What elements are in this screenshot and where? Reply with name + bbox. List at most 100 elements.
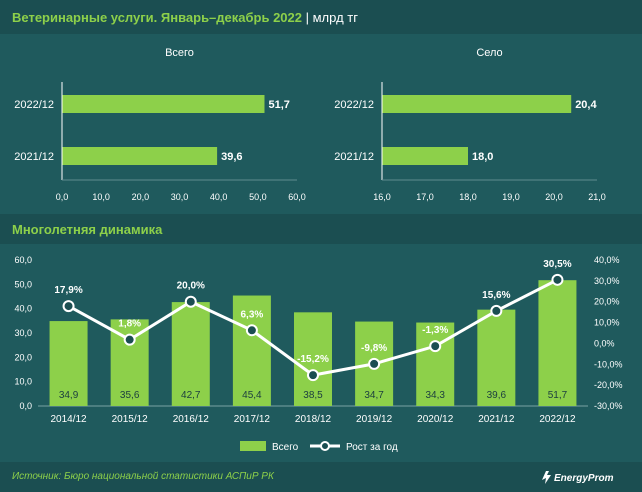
chart-title: Всего: [165, 47, 194, 59]
category-label: 2021/12: [14, 151, 54, 163]
x-tick-label: 2018/12: [295, 414, 332, 425]
bar: [49, 321, 88, 406]
source-text: Источник: Бюро национальной статистики А…: [12, 471, 274, 482]
page-title: Ветеринарные услуги. Январь–декабрь 2022…: [12, 10, 358, 25]
legend-label: Рост за год: [346, 442, 398, 453]
tick-label: 18,0: [459, 192, 477, 202]
title-separator: |: [302, 10, 313, 25]
tick-label: 0,0: [56, 192, 69, 202]
growth-point: [307, 369, 319, 382]
dynamics-chart: 0,0 10,0 20,0 30,0 40,0 50,0 60,0 -30,0% -20,0% -…: [14, 255, 623, 453]
bar-value-label: 35,6: [120, 390, 140, 401]
tick-label: 10,0: [92, 192, 110, 202]
growth-value-label: -15,2%: [297, 354, 329, 365]
growth-point: [429, 340, 442, 353]
bar-value-label: 42,7: [181, 390, 201, 401]
y-tick-label: 10,0: [14, 377, 32, 387]
y2-tick-label: 30,0%: [594, 276, 620, 286]
growth-value-label: 20,0%: [177, 281, 205, 292]
x-tick-label: 2020/12: [417, 414, 454, 425]
bar: [416, 322, 455, 406]
x-tick-label: 2016/12: [173, 414, 210, 425]
title-text: Ветеринарные услуги. Январь–декабрь 2022: [12, 10, 302, 25]
x-tick-label: 2019/12: [356, 414, 393, 425]
tick-label: 60,0: [288, 192, 306, 202]
legend-swatch-marker: [320, 441, 330, 451]
growth-value-label: 6,3%: [240, 309, 263, 320]
growth-point: [184, 295, 197, 308]
legend-swatch-bars: [240, 441, 266, 451]
tick-label: 50,0: [249, 192, 267, 202]
footer: Источник: Бюро национальной статистики А…: [0, 462, 642, 492]
value-label: 51,7: [268, 99, 289, 111]
growth-point: [62, 300, 75, 313]
y2-tick-label: 0,0%: [594, 338, 615, 348]
total-bar-chart: Всего 2022/12 51,7 2021/12 39,6 0,0 10,0 20,0 30…: [14, 47, 306, 202]
growth-value-label: 1,8%: [118, 319, 141, 330]
growth-value-label: 17,9%: [54, 285, 82, 296]
y2-tick-label: 40,0%: [594, 255, 620, 265]
y2-tick-label: 10,0%: [594, 318, 620, 328]
bar-value-label: 39,6: [487, 390, 507, 401]
bar-value-label: 34,3: [425, 390, 445, 401]
bar: [232, 295, 271, 406]
growth-point: [245, 324, 258, 337]
y-tick-label: 30,0: [14, 328, 32, 338]
y2-tick-label: -20,0%: [594, 380, 623, 390]
bar: [294, 312, 332, 406]
y-tick-label: 40,0: [14, 304, 32, 314]
category-label: 2021/12: [334, 151, 374, 163]
tick-label: 17,0: [416, 192, 434, 202]
bar: [62, 147, 218, 165]
tick-label: 30,0: [171, 192, 189, 202]
header-bar: Ветеринарные услуги. Январь–декабрь 2022…: [0, 0, 642, 34]
x-tick-label: 2014/12: [50, 414, 87, 425]
value-label: 20,4: [575, 99, 597, 111]
tick-label: 20,0: [132, 192, 150, 202]
growth-value-label: 30,5%: [543, 259, 571, 270]
growth-point: [123, 333, 136, 346]
bar-value-label: 34,9: [59, 390, 79, 401]
bar: [62, 95, 265, 113]
legend-label: Всего: [272, 442, 299, 453]
tick-label: 21,0: [588, 192, 606, 202]
bar: [382, 147, 468, 165]
svg-text:EnergyProm: EnergyProm: [554, 473, 614, 484]
bar-value-label: 45,4: [242, 390, 262, 401]
x-tick-label: 2021/12: [478, 414, 515, 425]
tick-label: 20,0: [545, 192, 563, 202]
tick-label: 19,0: [502, 192, 520, 202]
growth-value-label: -9,8%: [361, 343, 387, 354]
tick-label: 16,0: [373, 192, 391, 202]
y2-tick-label: -10,0%: [594, 359, 623, 369]
bar-value-label: 38,5: [303, 390, 323, 401]
y2-tick-label: 20,0%: [594, 297, 620, 307]
x-tick-label: 2017/12: [234, 414, 271, 425]
energyprom-logo: EnergyProm: [542, 471, 614, 484]
rural-bar-chart: Село 2022/12 20,4 2021/12 18,0 16,0 17,0 18,0 19…: [334, 47, 606, 202]
growth-point: [551, 273, 564, 286]
unit-label: млрд тг: [312, 10, 358, 25]
category-label: 2022/12: [334, 99, 374, 111]
category-label: 2022/12: [14, 99, 54, 111]
growth-value-label: 15,6%: [482, 290, 510, 301]
bar: [477, 309, 516, 406]
tick-label: 40,0: [210, 192, 228, 202]
value-label: 39,6: [221, 151, 242, 163]
x-tick-label: 2015/12: [112, 414, 149, 425]
y-tick-label: 60,0: [14, 255, 32, 265]
y-tick-label: 20,0: [14, 352, 32, 362]
value-label: 18,0: [472, 151, 493, 163]
y2-tick-label: -30,0%: [594, 401, 623, 411]
growth-value-label: -1,3%: [422, 325, 448, 336]
bar: [538, 280, 577, 406]
y-tick-label: 0,0: [19, 401, 32, 411]
section-header: Многолетняя динамика: [0, 214, 642, 244]
chart-title: Село: [476, 47, 502, 59]
x-tick-label: 2022/12: [539, 414, 576, 425]
growth-point: [490, 304, 503, 317]
growth-point: [368, 357, 381, 370]
bar: [171, 302, 210, 406]
y-tick-label: 50,0: [14, 279, 32, 289]
bar-value-label: 34,7: [364, 390, 384, 401]
